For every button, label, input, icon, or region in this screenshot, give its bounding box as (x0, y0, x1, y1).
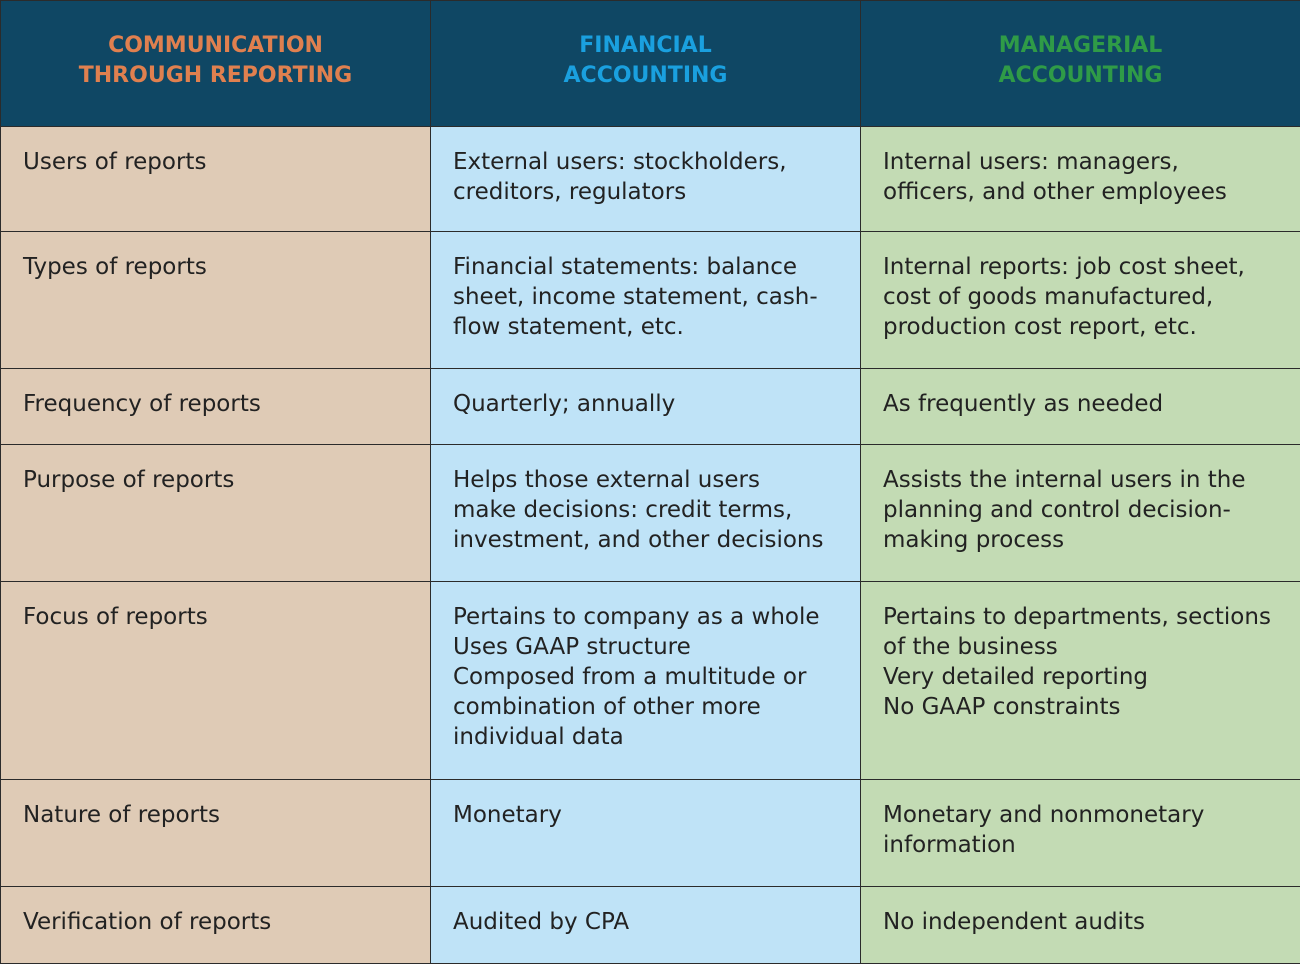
cell-text-line: Nature of reports (23, 802, 221, 828)
cell-text-line: information (883, 832, 1016, 858)
cell-text-line: cost of goods manufactured, (883, 284, 1214, 310)
cell-text-line: Internal users: managers, (883, 149, 1179, 175)
cell-text-line: Internal reports: job cost sheet, (883, 254, 1245, 280)
header-cell: FINANCIAL ACCOUNTING (430, 0, 861, 127)
cell-text-line: External users: stockholders, (453, 149, 787, 175)
body-cell: Quarterly; annually (430, 368, 861, 445)
cell-text-line: Helps those external users (453, 467, 760, 493)
cell-text-line: production cost report, etc. (883, 314, 1197, 340)
cell-text-line: making process (883, 527, 1065, 553)
cell-text-line: FINANCIAL (579, 33, 712, 58)
body-cell: As frequently as needed (860, 368, 1300, 445)
body-cell: No independent audits (860, 886, 1300, 964)
cell-text-line: ACCOUNTING (998, 63, 1163, 88)
cell-text-line: combination of other more (453, 694, 761, 720)
cell-text-line: flow statement, etc. (453, 314, 684, 340)
row-label-cell: Verification of reports (0, 886, 431, 964)
cell-text-line: Verification of reports (23, 909, 272, 935)
cell-text-line: sheet, income statement, cash- (453, 284, 818, 310)
cell-text-line: Users of reports (23, 149, 207, 175)
cell-text-line: Financial statements: balance (453, 254, 798, 280)
body-cell: Helps those external users make decisions… (430, 444, 861, 582)
cell-text-line: No independent audits (883, 909, 1145, 935)
row-label-cell: Users of reports (0, 126, 431, 232)
body-cell: Audited by CPA (430, 886, 861, 964)
row-label-cell: Nature of reports (0, 779, 431, 887)
cell-text-line: investment, and other decisions (453, 527, 824, 553)
cell-text-line: Types of reports (23, 254, 207, 280)
cell-text-line: Composed from a multitude or (453, 664, 807, 690)
cell-text-line: officers, and other employees (883, 179, 1227, 205)
cell-text-line: Frequency of reports (23, 391, 261, 417)
cell-text-line: of the business (883, 634, 1058, 660)
body-cell: Monetary and nonmonetary information (860, 779, 1300, 887)
body-cell: Financial statements: balance sheet, inco… (430, 231, 861, 369)
header-cell: MANAGERIAL ACCOUNTING (860, 0, 1300, 127)
cell-text-line: MANAGERIAL (998, 33, 1163, 58)
cell-text-line: THROUGH REPORTING (78, 63, 353, 88)
row-label-cell: Focus of reports (0, 581, 431, 780)
cell-text-line: Pertains to company as a whole (453, 604, 820, 630)
row-label-cell: Frequency of reports (0, 368, 431, 445)
cell-text-line: Focus of reports (23, 604, 208, 630)
cell-text-line: Monetary (453, 802, 562, 828)
cell-text-line: Pertains to departments, sections (883, 604, 1271, 630)
cell-text-line: Monetary and nonmonetary (883, 802, 1205, 828)
cell-text-line: individual data (453, 724, 624, 750)
cell-text-line: As frequently as needed (883, 391, 1164, 417)
cell-text-line: Assists the internal users in the (883, 467, 1246, 493)
cell-text-line: Very detailed reporting (883, 664, 1148, 690)
cell-text-line: Purpose of reports (23, 467, 235, 493)
body-cell: Internal users: managers, officers, and o… (860, 126, 1300, 232)
body-cell: External users: stockholders, creditors, … (430, 126, 861, 232)
cell-text-line: COMMUNICATION (108, 33, 323, 58)
cell-text-line: creditors, regulators (453, 179, 687, 205)
body-cell: Pertains to departments, sections of the … (860, 581, 1300, 780)
body-cell: Pertains to company as a whole Uses GAAP … (430, 581, 861, 780)
row-label-cell: Types of reports (0, 231, 431, 369)
cell-text-line: Uses GAAP structure (453, 634, 691, 660)
cell-text-line: Quarterly; annually (453, 391, 676, 417)
cell-text-line: planning and control decision- (883, 497, 1231, 523)
body-cell: Internal reports: job cost sheet, cost of… (860, 231, 1300, 369)
cell-text-line: Audited by CPA (453, 909, 630, 935)
body-cell: Assists the internal users in the plannin… (860, 444, 1300, 582)
cell-text-line: ACCOUNTING (563, 63, 728, 88)
cell-text-line: make decisions: credit terms, (453, 497, 793, 523)
cell-text-line: No GAAP constraints (883, 694, 1121, 720)
body-cell: Monetary (430, 779, 861, 887)
header-cell: COMMUNICATION THROUGH REPORTING (0, 0, 431, 127)
row-label-cell: Purpose of reports (0, 444, 431, 582)
